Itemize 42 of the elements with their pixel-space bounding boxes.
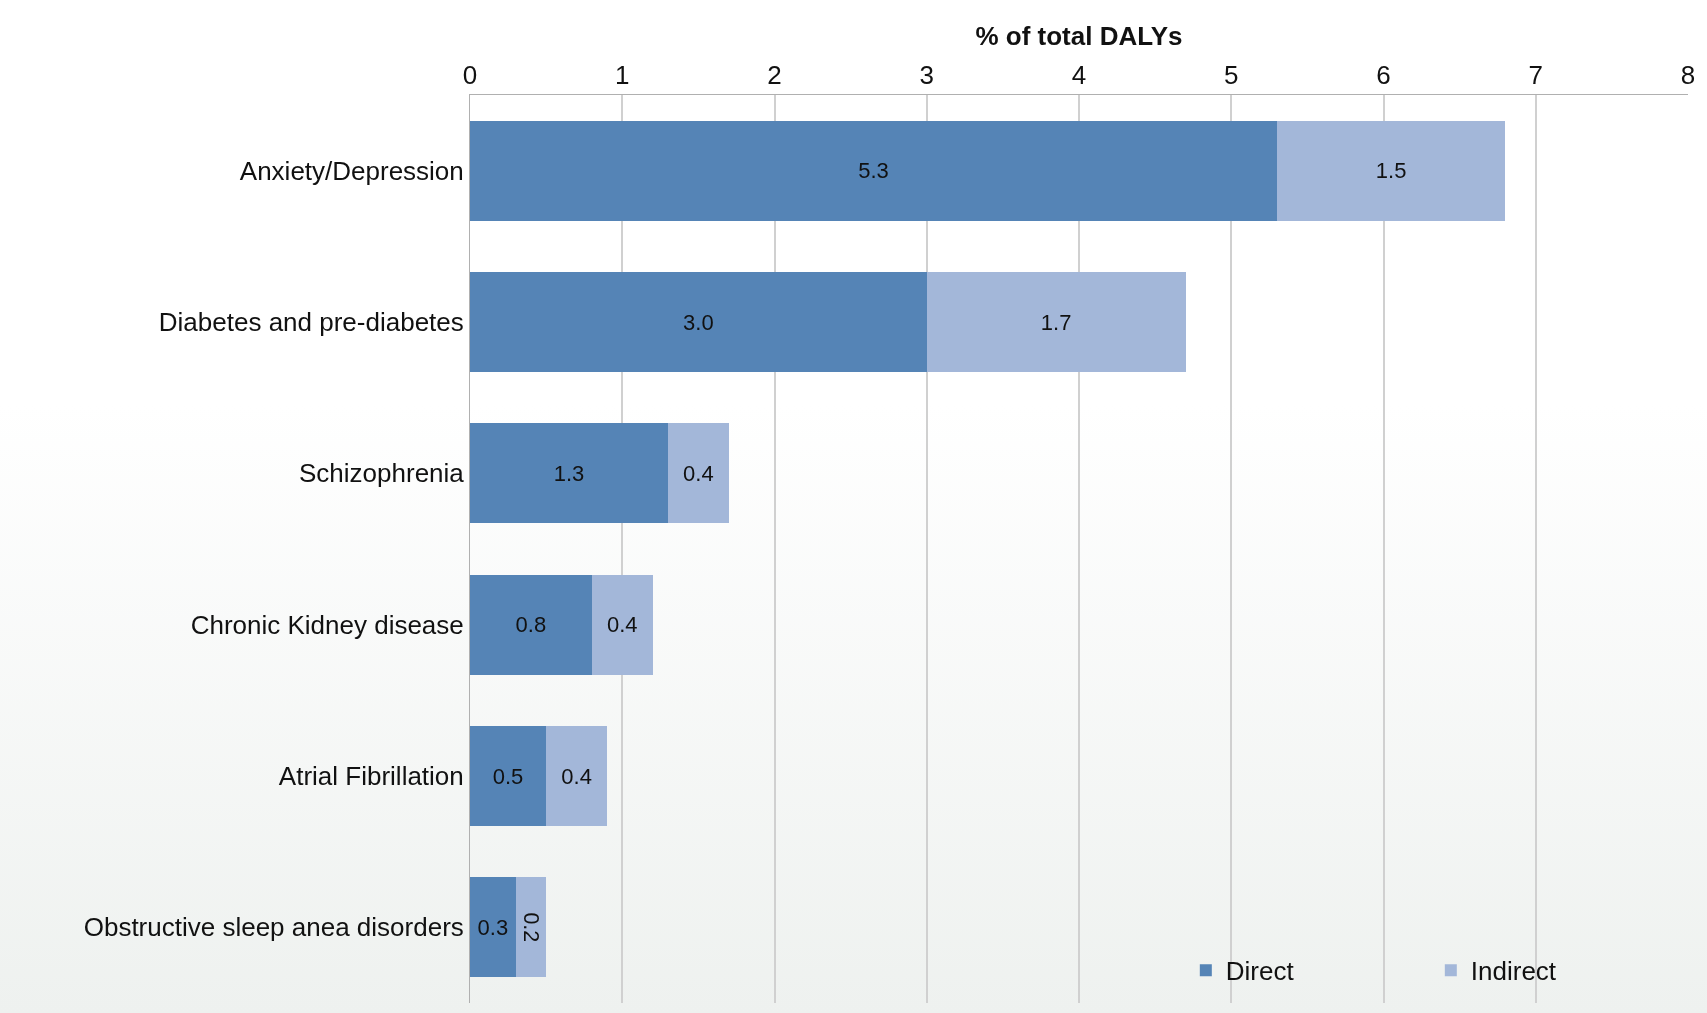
bar (926, 272, 1186, 372)
data-label: 0.2 (518, 912, 543, 943)
data-label: 0.4 (683, 460, 714, 486)
x-tick-label: 4 (1071, 59, 1087, 90)
legend-label: Direct (1225, 956, 1295, 987)
x-axis-title: % of total DALYs (975, 21, 1183, 51)
x-tick-label: 8 (1680, 59, 1696, 90)
data-label: 1.3 (553, 460, 585, 486)
x-tick-label: 5 (1224, 59, 1239, 90)
data-label: 0.4 (606, 612, 638, 638)
bar (470, 423, 668, 524)
legend-label: Indirect (1470, 956, 1557, 987)
y-tick-label: Chronic Kidney disease (190, 609, 464, 640)
data-label: 5.3 (858, 158, 889, 184)
data-label: 1.5 (1375, 158, 1407, 184)
x-tick-label: 6 (1376, 59, 1391, 90)
x-tick-label: 1 (615, 59, 630, 90)
x-tick-label: 3 (919, 59, 934, 90)
bar (470, 272, 927, 372)
bar (470, 574, 592, 675)
y-tick-label: Obstructive sleep anea disorders (83, 912, 464, 943)
data-label: 1.7 (1040, 309, 1072, 335)
data-label: 0.8 (515, 612, 547, 638)
x-tick-label: 2 (767, 59, 782, 90)
y-tick-label: Anxiety/Depression (239, 155, 464, 186)
y-tick-label: Diabetes and pre-diabetes (158, 307, 464, 338)
bar (470, 726, 547, 826)
bar (546, 726, 608, 826)
data-label: 0.3 (477, 914, 509, 940)
y-tick-label: Atrial Fibrillation (278, 761, 464, 792)
data-label: 0.4 (561, 763, 592, 789)
bar (1276, 120, 1506, 221)
data-label: 3.0 (683, 309, 714, 335)
data-label: 0.5 (492, 763, 524, 789)
y-tick-label: Schizophrenia (299, 458, 465, 489)
bar (591, 574, 653, 675)
x-tick-label: 0 (462, 59, 478, 90)
bar (667, 423, 729, 524)
bar (515, 877, 547, 978)
bar (470, 877, 516, 978)
x-tick-label: 7 (1528, 59, 1543, 90)
bar (470, 120, 1277, 221)
